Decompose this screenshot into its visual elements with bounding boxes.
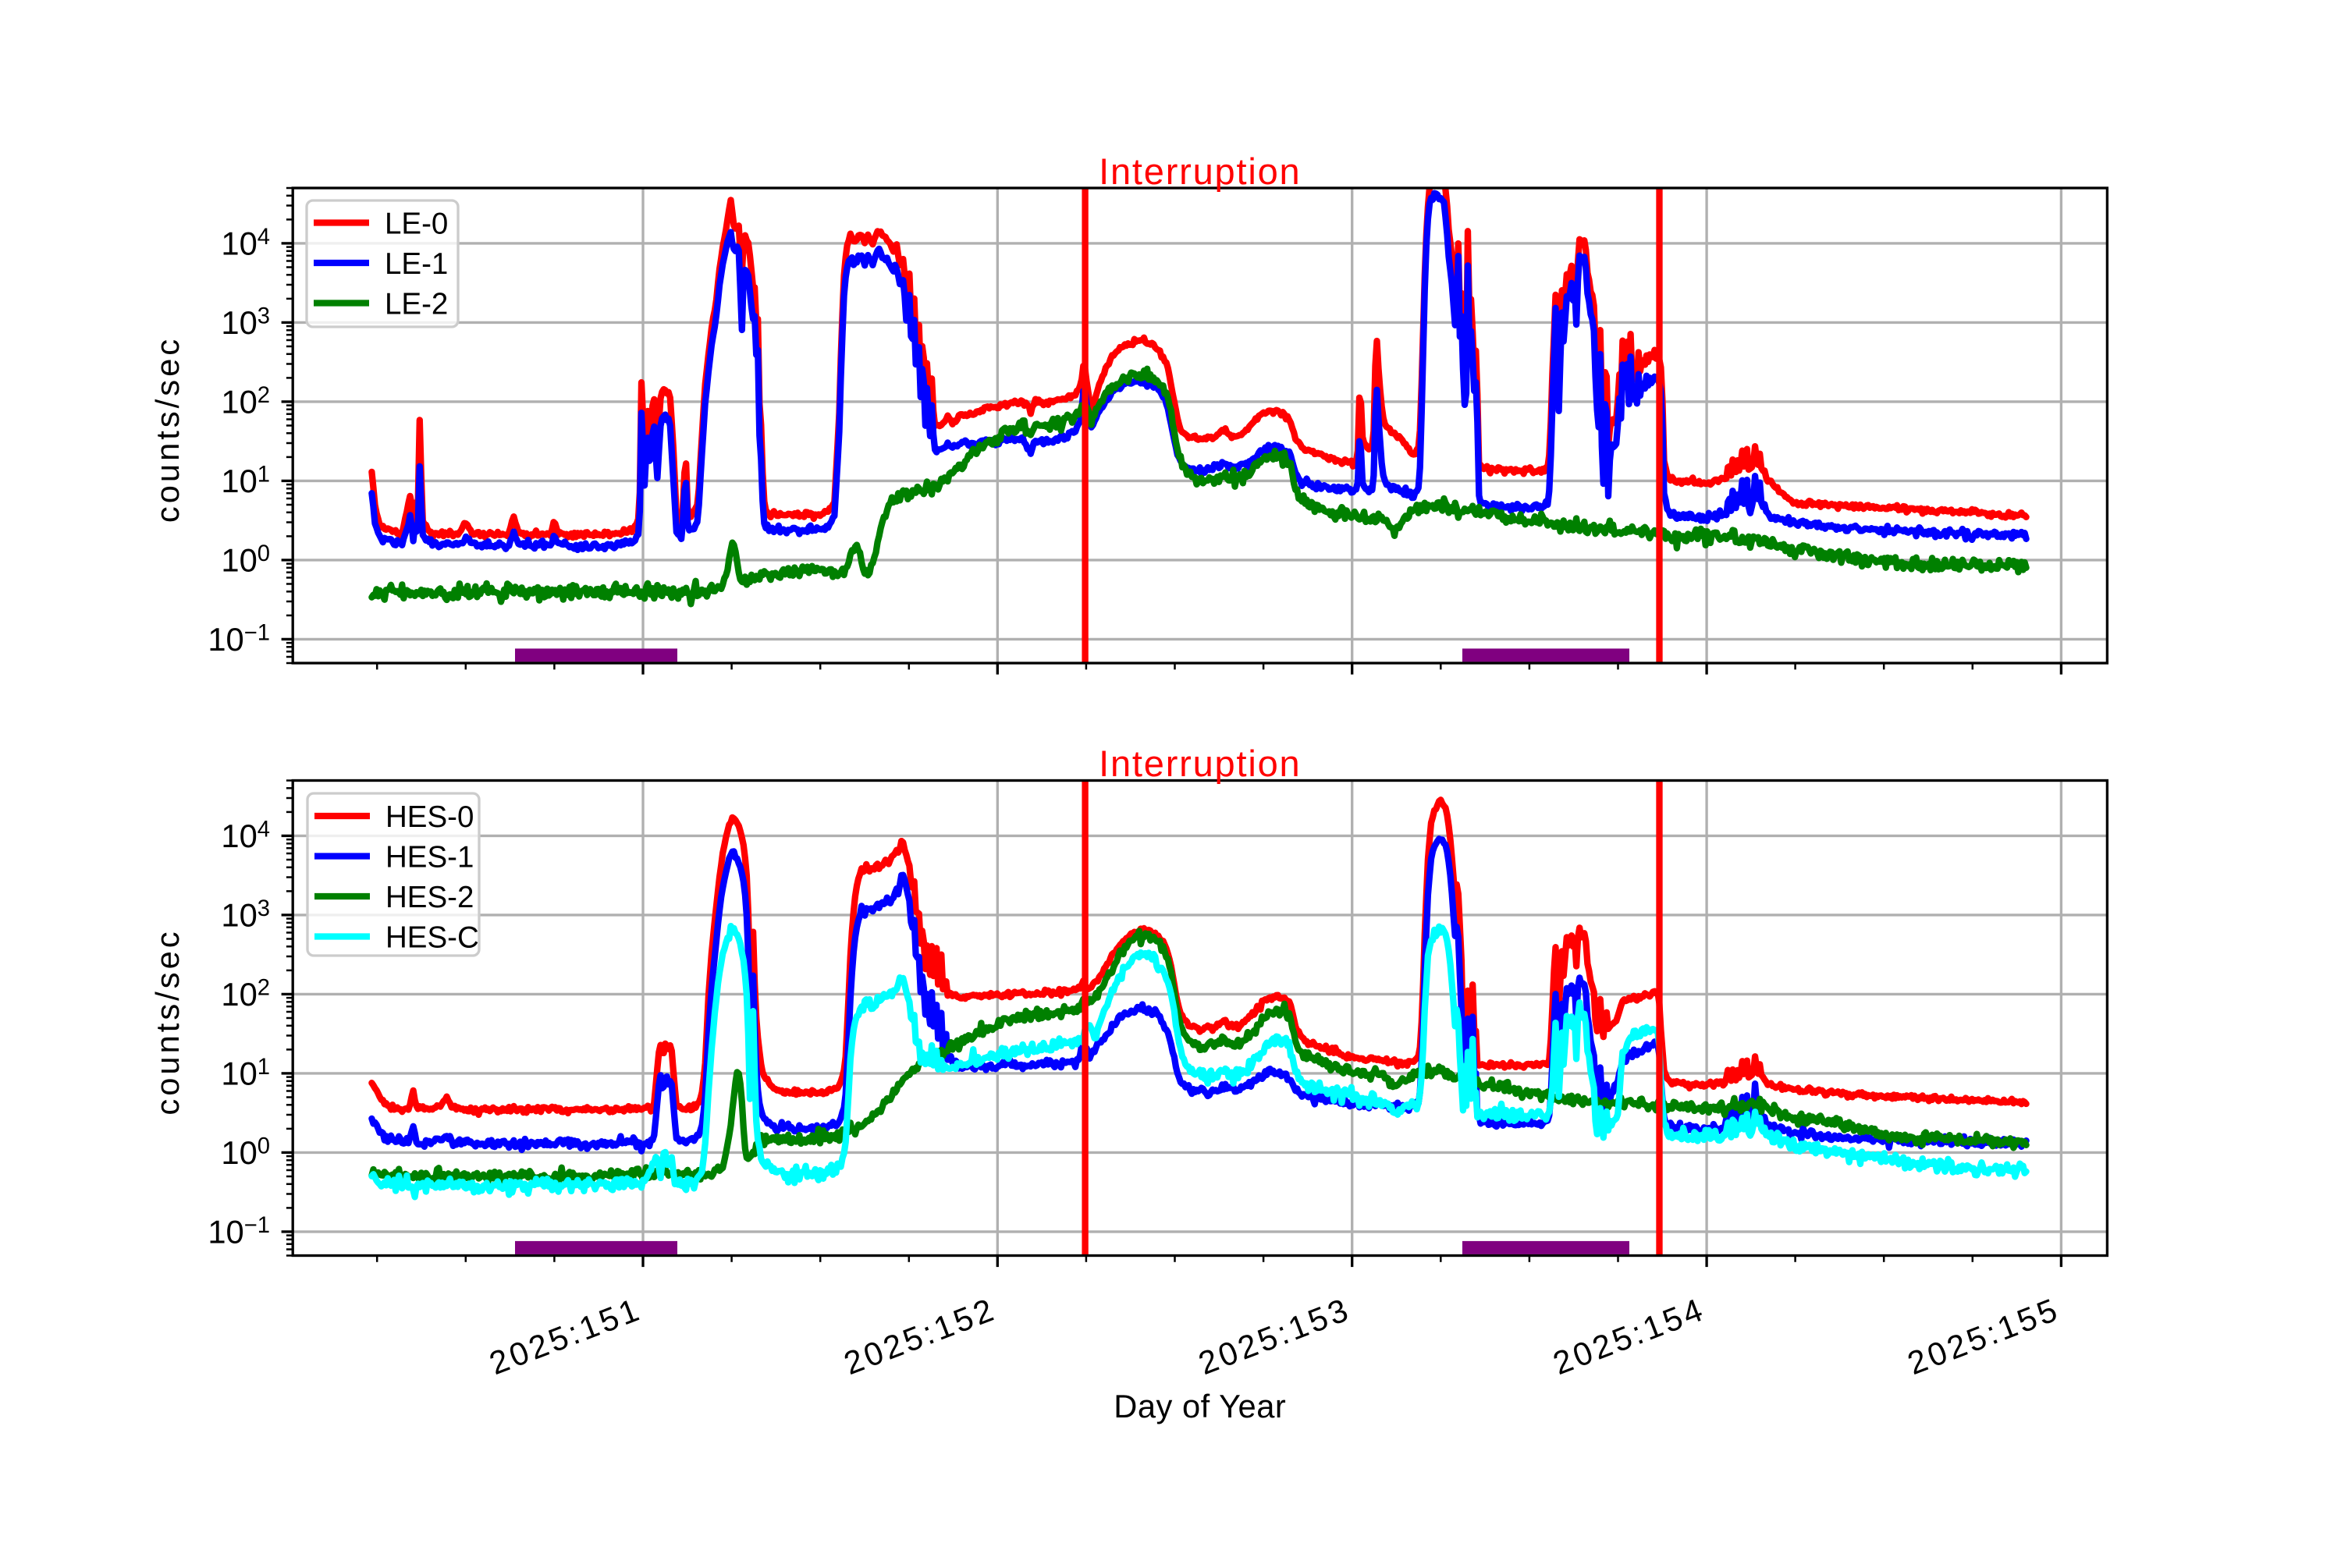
svg-text:Interruption: Interruption (1099, 743, 1301, 784)
svg-text:Interruption: Interruption (1099, 151, 1301, 192)
svg-text:LE-2: LE-2 (385, 288, 448, 321)
svg-text:LE-1: LE-1 (385, 247, 448, 281)
svg-text:HES-C: HES-C (385, 921, 479, 955)
svg-text:10−1: 10−1 (208, 1213, 270, 1250)
svg-text:HES-2: HES-2 (385, 881, 474, 914)
svg-text:HES-0: HES-0 (385, 800, 474, 834)
svg-text:HES-1: HES-1 (385, 841, 474, 874)
svg-text:counts/sec: counts/sec (149, 336, 186, 523)
svg-text:LE-0: LE-0 (385, 208, 448, 241)
svg-text:Day of Year: Day of Year (1114, 1388, 1286, 1424)
svg-text:counts/sec: counts/sec (149, 928, 186, 1115)
svg-text:103: 103 (221, 896, 270, 934)
